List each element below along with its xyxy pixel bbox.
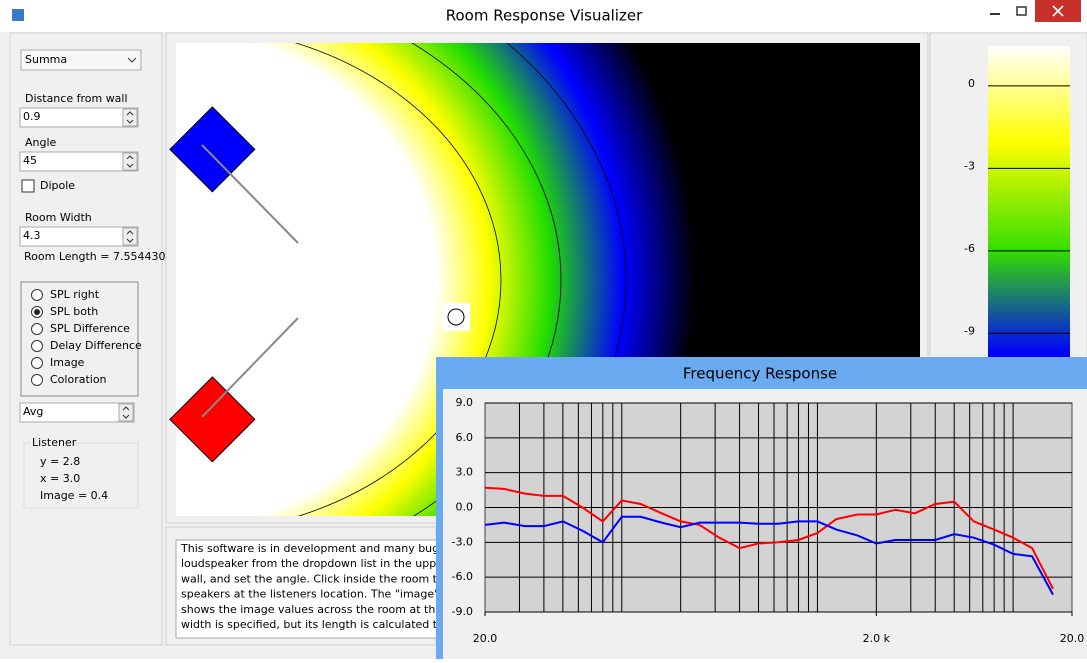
minimize-button[interactable] — [990, 13, 1000, 15]
title-bar — [0, 0, 1087, 32]
radio-label: SPL both — [50, 305, 98, 318]
contour-line — [506, 43, 627, 516]
x-tick-label: 20.0 — [473, 632, 498, 645]
width-label: Room Width — [25, 211, 92, 224]
window-title: Room Response Visualizer — [446, 7, 643, 25]
description-line: speakers at the listeners location. The … — [181, 588, 439, 601]
spinner[interactable] — [122, 152, 138, 171]
angle-value: 45 — [23, 154, 37, 167]
colorbar-label: -9 — [964, 324, 975, 337]
radio-label: Coloration — [50, 373, 107, 386]
y-tick-label: -9.0 — [452, 605, 473, 618]
close-icon — [1052, 5, 1064, 17]
series-line — [484, 486, 1054, 590]
listener-marker[interactable] — [447, 308, 465, 326]
distance-value: 0.9 — [23, 110, 41, 123]
radio-label: SPL Difference — [50, 322, 130, 335]
width-input[interactable] — [19, 226, 139, 247]
spinner[interactable] — [122, 108, 138, 127]
radio-label: Delay Difference — [50, 339, 142, 352]
maximize-button[interactable] — [1016, 6, 1027, 16]
dipole-checkbox[interactable] — [21, 179, 35, 193]
distance-label: Distance from wall — [25, 92, 128, 105]
speaker-axes — [201, 144, 299, 418]
distance-input[interactable] — [19, 107, 139, 128]
radio-label: Image — [50, 356, 85, 369]
spinner[interactable] — [118, 403, 134, 422]
y-tick-label: -3.0 — [452, 535, 473, 548]
y-tick-label: 9.0 — [456, 396, 474, 409]
mode-dropdown[interactable] — [20, 49, 142, 71]
group-title-bg — [30, 437, 72, 449]
radio-button[interactable] — [31, 374, 43, 386]
colorbar-label: 0 — [968, 77, 975, 90]
description-line: width is specified, but its length is ca… — [181, 618, 444, 631]
spinner[interactable] — [122, 227, 138, 246]
listener-line: Image = 0.4 — [40, 489, 108, 502]
average-input[interactable] — [19, 402, 135, 423]
radio-button[interactable] — [31, 340, 43, 352]
description-line: loudspeaker from the dropdown list in th… — [181, 557, 448, 570]
room-length: Room Length = 7.55443048 — [24, 250, 179, 263]
listener-marker-bg — [442, 303, 470, 331]
contour-line — [294, 43, 502, 516]
listener-line: x = 3.0 — [40, 472, 80, 485]
listener-group — [23, 442, 139, 509]
listener-title: Listener — [32, 436, 77, 449]
right-speaker[interactable] — [169, 106, 256, 193]
radio-dot — [34, 309, 40, 315]
y-tick-label: 0.0 — [456, 501, 474, 514]
contour-line — [411, 43, 562, 516]
colorbar-label: -6 — [964, 242, 975, 255]
spinner-arrows — [126, 155, 134, 168]
colorbar — [988, 46, 1070, 389]
y-tick-label: -6.0 — [452, 570, 473, 583]
spinner-arrows — [126, 230, 134, 243]
description-line: This software is in development and many… — [180, 542, 445, 555]
angle-input[interactable] — [19, 151, 139, 172]
width-value: 4.3 — [23, 229, 41, 242]
mode-value: Summa — [25, 53, 67, 66]
y-tick-label: 3.0 — [456, 466, 474, 479]
x-tick-label: 2.0 k — [863, 632, 891, 645]
radio-button[interactable] — [31, 323, 43, 335]
contours — [294, 43, 627, 516]
description-line: shows the image values across the room a… — [181, 603, 442, 616]
left-speaker[interactable] — [169, 376, 256, 463]
dipole-label: Dipole — [40, 179, 75, 192]
average-value: Avg — [23, 405, 43, 418]
x-tick-label: 20.0 — [1060, 632, 1085, 645]
angle-label: Angle — [25, 136, 57, 149]
description-box — [175, 539, 439, 639]
dropdown-arrow — [127, 57, 137, 63]
radio-label: SPL right — [50, 288, 100, 301]
app-icon — [12, 9, 24, 21]
spinner-arrows — [126, 111, 134, 124]
y-tick-label: 6.0 — [456, 431, 474, 444]
radio-button[interactable] — [31, 289, 43, 301]
description-line: wall, and set the angle. Click inside th… — [181, 572, 444, 585]
frequency-title: Frequency Response — [683, 365, 837, 383]
listener-line: y = 2.8 — [40, 455, 80, 468]
colorbar-label: -3 — [964, 159, 975, 172]
series-line — [484, 515, 1054, 596]
radio-button[interactable] — [31, 357, 43, 369]
spinner-arrows — [122, 406, 130, 419]
